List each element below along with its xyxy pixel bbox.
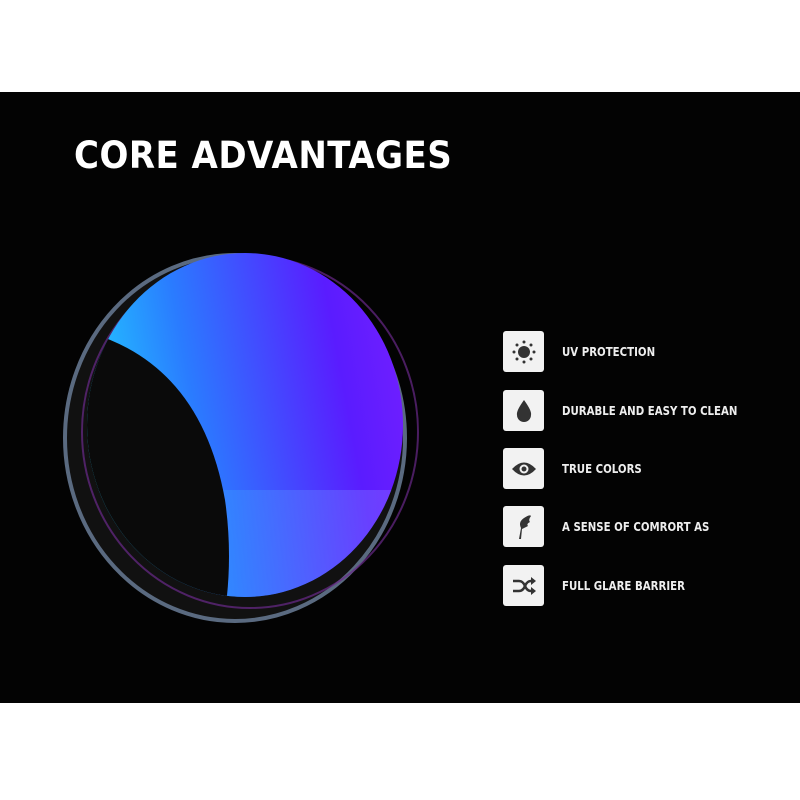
- lens-illustration: [63, 253, 419, 623]
- feature-label: DURABLE AND EASY TO CLEAN: [562, 403, 738, 418]
- feature-label: A SENSE OF COMRORT AS: [562, 519, 710, 534]
- feature-label: UV PROTECTION: [562, 344, 656, 359]
- feather-icon: [503, 506, 544, 547]
- feature-glare-barrier: FULL GLARE BARRIER: [503, 565, 707, 606]
- water-drop-icon: [503, 390, 544, 431]
- feature-uv-protection: UV PROTECTION: [503, 331, 672, 372]
- page-title: CORE ADVANTAGES: [74, 134, 453, 177]
- feature-durable: DURABLE AND EASY TO CLEAN: [503, 390, 768, 431]
- eye-icon: [503, 448, 544, 489]
- feature-true-colors: TRUE COLORS: [503, 448, 656, 489]
- feature-label: TRUE COLORS: [562, 461, 642, 476]
- shuffle-icon: [503, 565, 544, 606]
- sun-icon: [503, 331, 544, 372]
- feature-comfort: A SENSE OF COMRORT AS: [503, 506, 735, 547]
- feature-label: FULL GLARE BARRIER: [562, 578, 685, 593]
